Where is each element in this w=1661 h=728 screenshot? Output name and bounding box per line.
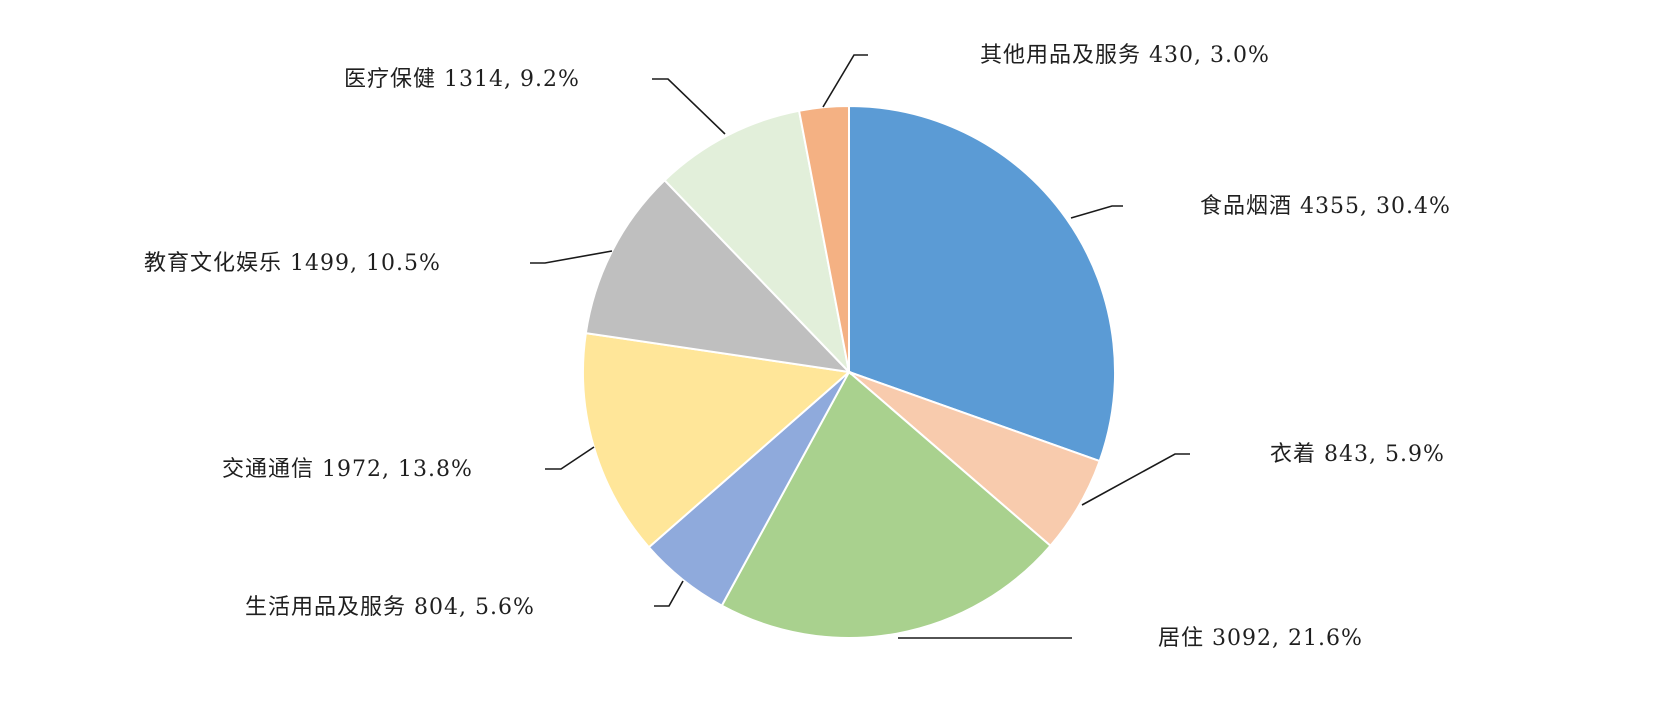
data-label-housing: 居住 3092, 21.6% <box>1158 626 1363 651</box>
data-label-healthcare: 医疗保健 1314, 9.2% <box>344 67 580 92</box>
pie-slice-other <box>797 104 850 373</box>
leader-lines <box>530 54 1190 639</box>
leader-line-other <box>822 54 868 108</box>
data-label-daily-goods: 生活用品及服务 804, 5.6% <box>245 595 535 620</box>
leader-line-food <box>1070 205 1123 219</box>
data-label-transport: 交通通信 1972, 13.8% <box>222 457 473 482</box>
leader-line-daily-goods <box>654 580 684 607</box>
pie-slice-food <box>848 104 1116 463</box>
pie-slices <box>582 104 1116 639</box>
leader-line-transport <box>545 446 595 470</box>
pie-slice-healthcare <box>663 109 851 376</box>
leader-line-clothing <box>1081 453 1190 506</box>
data-labels: 食品烟酒 4355, 30.4% 衣着 843, 5.9% 居住 3092, 2… <box>144 43 1451 651</box>
leader-line-healthcare <box>652 78 726 135</box>
data-label-food: 食品烟酒 4355, 30.4% <box>1200 194 1451 219</box>
leader-line-education <box>530 250 613 264</box>
pie-slice-education <box>584 178 852 374</box>
data-label-other: 其他用品及服务 430, 3.0% <box>980 43 1270 68</box>
data-label-education: 教育文化娱乐 1499, 10.5% <box>144 251 441 276</box>
pie-slice-housing <box>720 370 1052 639</box>
data-label-clothing: 衣着 843, 5.9% <box>1270 442 1445 467</box>
